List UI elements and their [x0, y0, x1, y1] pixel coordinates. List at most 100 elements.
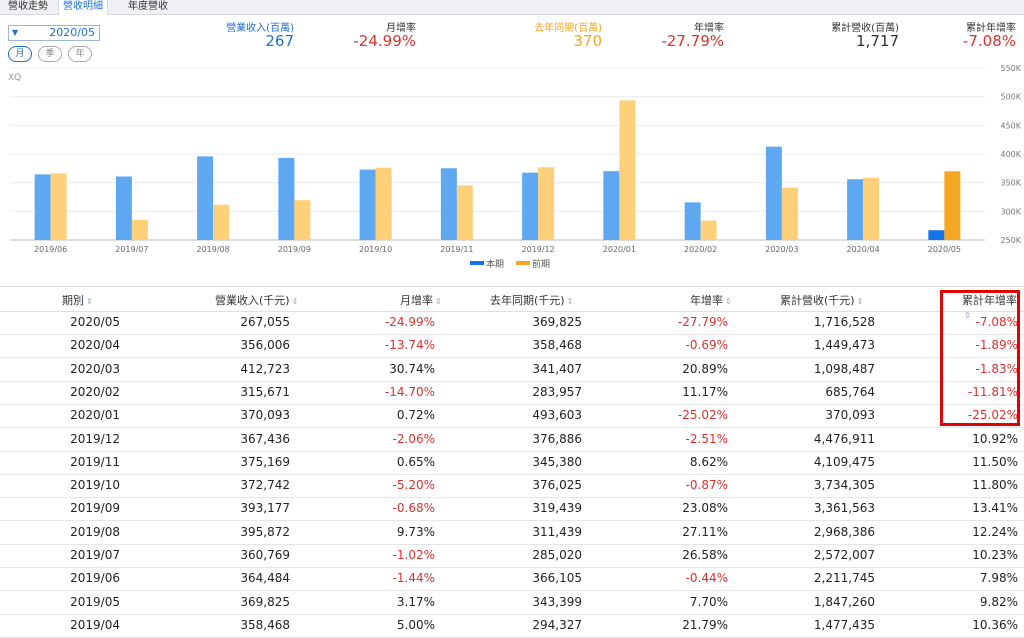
header-revenue[interactable]: 營業收入(千元) ⇕: [215, 292, 298, 308]
cell-cumulative: 2,211,745: [813, 571, 875, 586]
y-tick-label: 550K: [1000, 64, 1021, 73]
table-row[interactable]: 2020/03 412,723 30.74% 341,407 20.89% 1,098,4…: [0, 358, 1024, 382]
stat-revenue-value: 267: [265, 32, 294, 50]
tab-revenue-trend[interactable]: 營收走勢: [8, 1, 48, 12]
granularity-month-button[interactable]: 月: [8, 46, 32, 62]
cell-cumulative-yoy: -1.89%: [975, 338, 1018, 353]
legend-label: 前期: [532, 258, 550, 270]
table-row[interactable]: 2019/08 395,872 9.73% 311,439 27.11% 2,968,38…: [0, 521, 1024, 545]
cell-period: 2020/05: [70, 315, 120, 329]
cell-revenue: 367,436: [240, 431, 290, 446]
header-mom[interactable]: 月增率 ⇕: [400, 292, 442, 308]
cell-yoy: 7.70%: [689, 594, 728, 609]
cell-mom: 5.00%: [396, 617, 435, 632]
cell-cumulative-yoy: 12.24%: [972, 524, 1018, 539]
chart-watermark: XQ: [8, 73, 22, 83]
period-dropdown[interactable]: ▼ 2020/05: [8, 25, 100, 41]
cell-yoy: -0.87%: [685, 478, 728, 493]
x-tick-label: 2020/05: [928, 245, 961, 254]
sort-icon: ⇕: [566, 297, 574, 306]
cell-cumulative: 3,734,305: [813, 478, 875, 493]
header-cumulative-yoy-label: 累計年增率: [962, 294, 1017, 307]
stat-lastyear-value: 370: [573, 32, 602, 50]
table-row[interactable]: 2020/04 356,006 -13.74% 358,468 -0.69% 1,449,…: [0, 334, 1024, 359]
bar-previous: [700, 220, 717, 240]
cell-period: 2019/06: [70, 571, 120, 586]
table-row[interactable]: 2020/02 315,671 -14.70% 283,957 11.17% 685,76…: [0, 381, 1024, 405]
header-lastyear[interactable]: 去年同期(千元) ⇕: [490, 292, 573, 308]
header-period[interactable]: 期別 ⇕: [62, 292, 93, 308]
cell-lastyear: 343,399: [532, 594, 582, 609]
stat-yoy-value: -27.79%: [661, 32, 724, 50]
table-row[interactable]: 2019/07 360,769 -1.02% 285,020 26.58% 2,572,0…: [0, 544, 1024, 568]
cell-yoy: 21.79%: [682, 617, 728, 632]
header-yoy[interactable]: 年增率 ⇕: [690, 292, 732, 308]
x-tick-label: 2020/01: [603, 245, 636, 254]
period-value: 2020/05: [49, 26, 95, 39]
cell-lastyear: 493,603: [532, 408, 582, 423]
bar-previous: [781, 187, 798, 240]
stat-cumulative-yoy-value: -7.08%: [962, 32, 1016, 50]
cell-cumulative: 1,098,487: [813, 361, 875, 376]
y-tick-label: 350K: [1000, 179, 1021, 188]
cell-mom: -5.20%: [392, 478, 435, 493]
cell-cumulative-yoy: 9.82%: [979, 594, 1018, 609]
table-row[interactable]: 2020/05 267,055 -24.99% 369,825 -27.79% 1,716…: [0, 311, 1024, 335]
cell-period: 2020/04: [70, 338, 120, 353]
tab-revenue-detail[interactable]: 營收明細: [58, 0, 108, 15]
sort-icon: ⇕: [435, 297, 442, 306]
cell-revenue: 356,006: [240, 338, 290, 353]
table-row[interactable]: 2019/11 375,169 0.65% 345,380 8.62% 4,109,475…: [0, 451, 1024, 475]
granularity-year-button[interactable]: 年: [68, 46, 92, 62]
header-mom-label: 月增率: [400, 294, 433, 307]
cell-cumulative-yoy: -7.08%: [975, 315, 1018, 329]
bar-previous: [294, 200, 311, 240]
bar-current: [765, 146, 782, 240]
table-row[interactable]: 2019/05 369,825 3.17% 343,399 7.70% 1,847,260…: [0, 591, 1024, 615]
cell-yoy: 27.11%: [682, 524, 728, 539]
header-cumulative-yoy[interactable]: 累計年增率 ⇕: [962, 292, 1024, 321]
cell-yoy: -0.69%: [685, 338, 728, 353]
cell-period: 2019/04: [70, 617, 120, 632]
cell-yoy: -2.51%: [685, 431, 728, 446]
granularity-quarter-button[interactable]: 季: [38, 46, 62, 62]
cell-mom: -14.70%: [384, 384, 435, 399]
cell-cumulative-yoy: 10.92%: [972, 431, 1018, 446]
table-row[interactable]: 2019/09 393,177 -0.68% 319,439 23.08% 3,361,5…: [0, 497, 1024, 522]
cell-revenue: 358,468: [240, 617, 290, 632]
header-cumulative[interactable]: 累計營收(千元) ⇕: [780, 292, 863, 308]
cell-yoy: 20.89%: [682, 361, 728, 376]
stat-lastyear-label: 去年同期(百萬): [534, 23, 602, 34]
header-period-label: 期別: [62, 294, 84, 307]
table-row[interactable]: 2020/01 370,093 0.72% 493,603 -25.02% 370,093…: [0, 404, 1024, 429]
cell-period: 2019/05: [70, 594, 120, 609]
cell-period: 2020/01: [70, 408, 120, 423]
x-tick-label: 2020/02: [684, 245, 717, 254]
cell-cumulative-yoy: 11.50%: [972, 454, 1018, 469]
sort-icon: ⇕: [725, 297, 732, 306]
stat-mom-label: 月增率: [386, 23, 416, 34]
cell-yoy: 11.17%: [682, 384, 728, 399]
bar-current: [928, 230, 945, 240]
cell-yoy: 26.58%: [682, 548, 728, 562]
x-tick-label: 2019/11: [440, 245, 473, 254]
table-row[interactable]: 2019/12 367,436 -2.06% 376,886 -2.51% 4,476,9…: [0, 428, 1024, 452]
cell-cumulative: 1,477,435: [813, 617, 875, 632]
sort-icon: ⇕: [856, 297, 864, 306]
table-row[interactable]: 2019/10 372,742 -5.20% 376,025 -0.87% 3,734,3…: [0, 474, 1024, 499]
tab-bar: 營收走勢 營收明細 年度營收: [0, 0, 1024, 15]
tab-annual-revenue[interactable]: 年度營收: [128, 1, 168, 12]
table-row[interactable]: 2019/04 358,468 5.00% 294,327 21.79% 1,477,43…: [0, 614, 1024, 638]
stat-cumulative-yoy-label: 累計年增率: [966, 23, 1016, 34]
cell-period: 2019/12: [70, 431, 120, 446]
cell-mom: 0.65%: [396, 454, 435, 469]
table-row[interactable]: 2019/06 364,484 -1.44% 366,105 -0.44% 2,211,7…: [0, 567, 1024, 592]
header-lastyear-label: 去年同期(千元): [490, 294, 565, 307]
cell-cumulative: 1,716,528: [813, 315, 875, 329]
cell-cumulative-yoy: 10.23%: [972, 548, 1018, 562]
legend-swatch: [470, 261, 484, 265]
cell-yoy: -25.02%: [677, 408, 728, 423]
sort-icon: ⇕: [86, 297, 93, 306]
stat-yoy-label: 年增率: [694, 23, 724, 34]
bar-current: [278, 157, 295, 240]
